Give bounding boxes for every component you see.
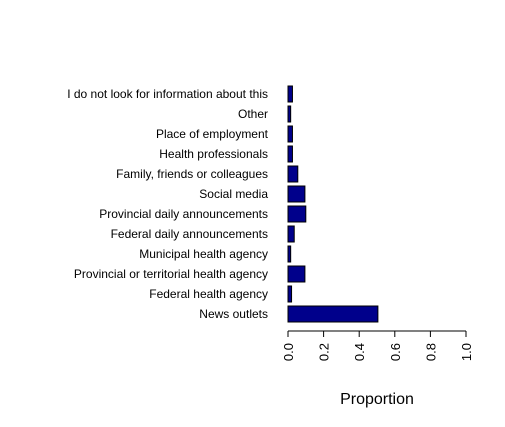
category-label-news-outlets: News outlets bbox=[199, 307, 268, 321]
bar-health-professionals bbox=[287, 145, 293, 163]
bar-family-friends-or-colleagues bbox=[287, 165, 299, 183]
category-label-family-friends-or-colleagues: Family, friends or colleagues bbox=[116, 167, 268, 181]
x-tick-label: 0.0 bbox=[281, 343, 296, 361]
x-tick-label: 0.2 bbox=[317, 343, 332, 361]
category-label-other: Other bbox=[238, 107, 268, 121]
category-label-health-professionals: Health professionals bbox=[159, 147, 268, 161]
x-tick-label: 0.6 bbox=[388, 343, 403, 361]
bar-news-outlets bbox=[287, 305, 379, 323]
bar-provincial-daily-announcements bbox=[287, 205, 307, 223]
category-label-federal-health-agency: Federal health agency bbox=[149, 287, 268, 301]
category-labels-group: News outlets Federal health agency Provinc… bbox=[67, 87, 268, 321]
category-label-social-media: Social media bbox=[199, 187, 268, 201]
category-label-i-do-not-look-for-information-about-this: I do not look for information about this bbox=[67, 87, 268, 101]
bar-federal-daily-announcements bbox=[287, 225, 295, 243]
bar-place-of-employment bbox=[287, 125, 293, 143]
bar-provincial-or-territorial-health-agency bbox=[287, 265, 306, 283]
bar-federal-health-agency bbox=[287, 285, 293, 303]
x-tick-label: 0.8 bbox=[423, 343, 438, 361]
category-label-provincial-or-territorial-health-agency: Provincial or territorial health agency bbox=[74, 267, 268, 281]
bar-municipal-health-agency bbox=[287, 245, 292, 263]
category-label-provincial-daily-announcements: Provincial daily announcements bbox=[99, 207, 268, 221]
x-axis: 0.0 0.2 0.4 0.6 0.8 1.0 bbox=[281, 330, 474, 361]
bar-other bbox=[287, 105, 292, 123]
category-label-municipal-health-agency: Municipal health agency bbox=[139, 247, 268, 261]
bars-group bbox=[287, 85, 379, 323]
category-label-place-of-employment: Place of employment bbox=[156, 127, 269, 141]
x-tick-label: 0.4 bbox=[352, 343, 367, 361]
x-axis-title: Proportion bbox=[340, 391, 414, 408]
category-label-federal-daily-announcements: Federal daily announcements bbox=[111, 227, 268, 241]
bar-i-do-not-look-for-information-about-this bbox=[287, 85, 293, 103]
bar-social-media bbox=[287, 185, 306, 203]
x-tick-label: 1.0 bbox=[459, 343, 474, 361]
